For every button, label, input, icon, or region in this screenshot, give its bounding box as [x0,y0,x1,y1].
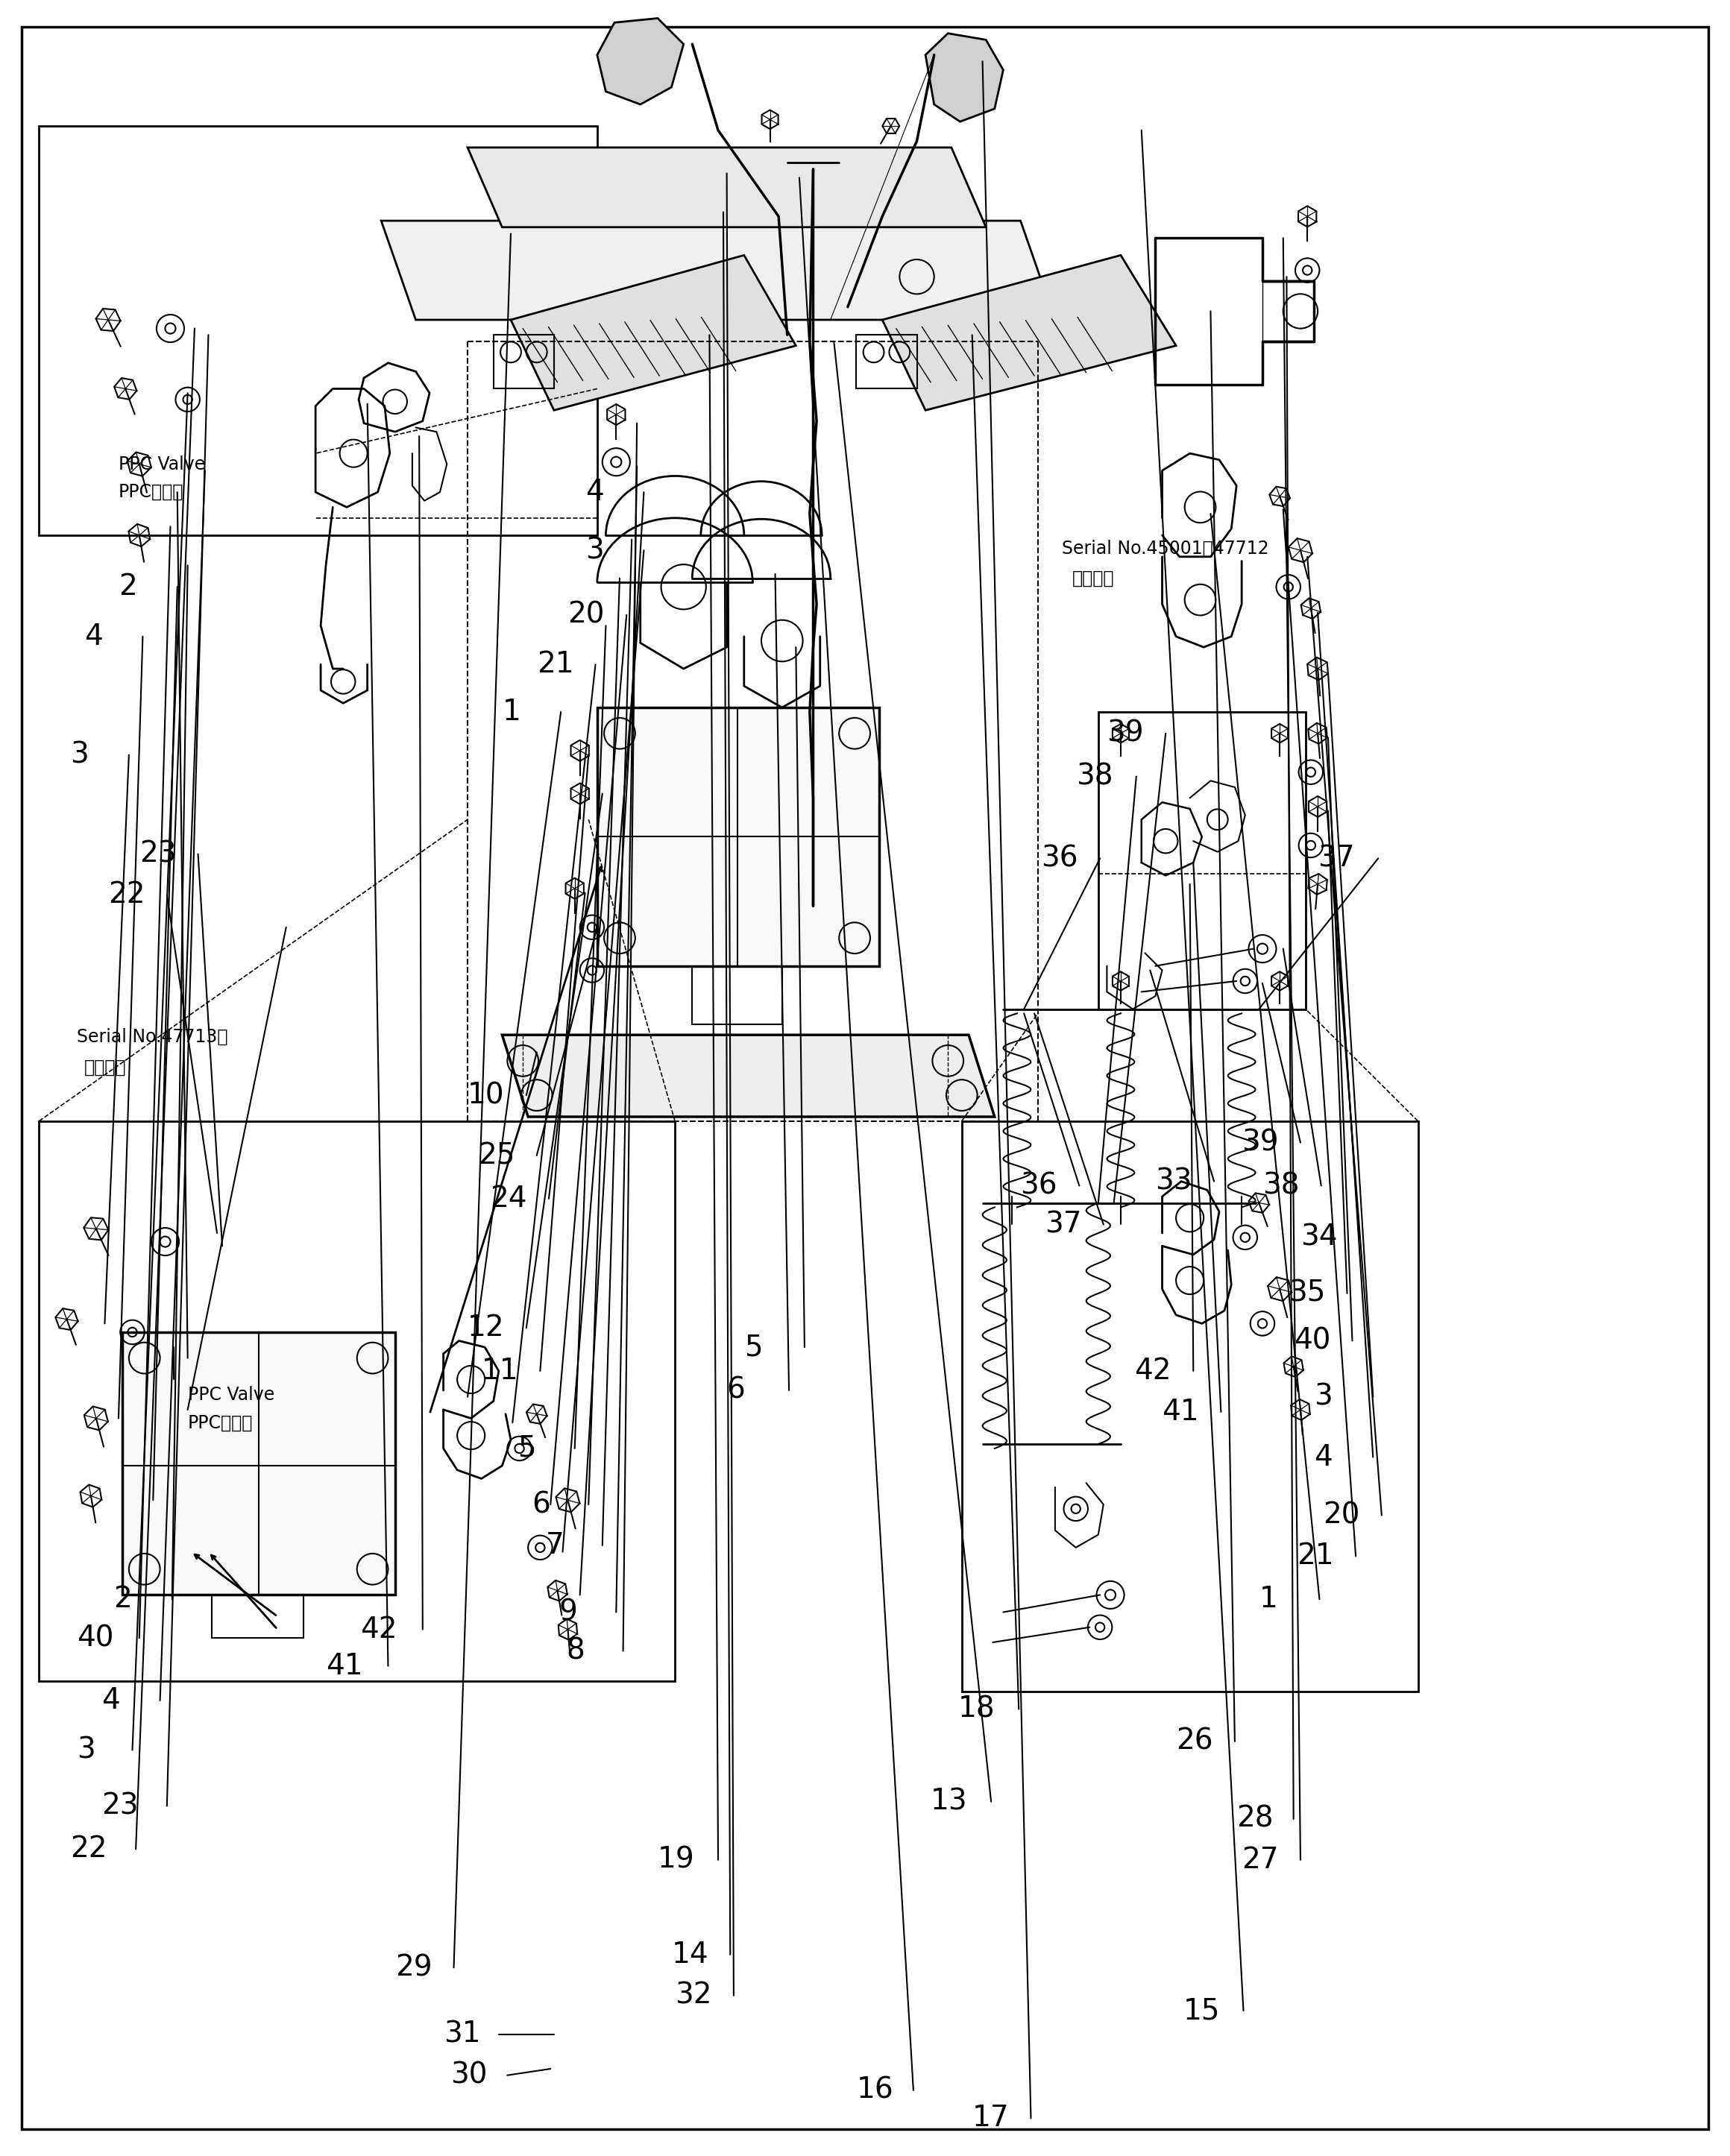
Text: 適用号機: 適用号機 [85,1059,126,1076]
Text: PPCバルブ: PPCバルブ [119,483,183,500]
Text: PPC Valve: PPC Valve [119,455,206,472]
Text: 36: 36 [1041,845,1078,873]
Polygon shape [381,220,1055,319]
Text: 3: 3 [585,537,604,565]
Text: 25: 25 [477,1141,516,1171]
Polygon shape [510,254,796,410]
Bar [792,884,834,927]
Text: 39: 39 [1107,720,1144,748]
Text: 18: 18 [958,1695,995,1723]
Bar [40,1121,675,1682]
Text: 41: 41 [1163,1397,1199,1425]
Polygon shape [926,32,1003,121]
Text: 23: 23 [102,1792,138,1820]
Text: Serial No.47713～: Serial No.47713～ [78,1028,228,1046]
Bar [40,125,597,535]
Text: 38: 38 [1263,1171,1299,1201]
Polygon shape [882,254,1176,410]
Text: Serial No.45001～47712: Serial No.45001～47712 [1062,539,1270,556]
Text: 23: 23 [140,841,176,869]
Text: 35: 35 [1289,1279,1325,1307]
Polygon shape [502,1035,995,1117]
Text: 11: 11 [481,1356,519,1384]
Text: 22: 22 [71,1835,107,1863]
Text: 4: 4 [585,479,604,507]
Bar [211,1595,303,1639]
Text: 27: 27 [1242,1846,1278,1874]
Text: 32: 32 [675,1981,711,2009]
Text: 36: 36 [1021,1171,1057,1201]
Text: 8: 8 [566,1636,585,1664]
Text: 2: 2 [114,1585,131,1613]
Text: 33: 33 [1156,1166,1192,1197]
Bar [1099,711,1306,1009]
Text: 4: 4 [85,623,102,651]
Text: 21: 21 [536,651,574,679]
Text: PPC Valve: PPC Valve [187,1386,275,1404]
Text: 15: 15 [1183,1996,1220,2024]
Bar [856,334,917,388]
Text: 10: 10 [467,1080,505,1110]
Text: 28: 28 [1237,1805,1273,1833]
Text: 42: 42 [1135,1356,1171,1384]
Text: 3: 3 [78,1736,95,1764]
Text: 30: 30 [450,2061,488,2089]
Text: 1: 1 [1259,1585,1277,1613]
Text: 21: 21 [1298,1542,1334,1570]
Text: 37: 37 [1318,845,1355,873]
Text: 37: 37 [1045,1210,1081,1240]
Text: 13: 13 [931,1787,967,1815]
Bar [597,707,879,966]
Text: 2: 2 [119,573,137,602]
Text: 22: 22 [109,882,145,910]
Text: 40: 40 [1294,1326,1330,1354]
Text: 3: 3 [71,742,88,770]
Text: 5: 5 [744,1332,763,1360]
Text: 39: 39 [1242,1128,1278,1158]
Text: 6: 6 [531,1490,550,1518]
Text: 7: 7 [545,1531,564,1559]
Text: 38: 38 [1076,763,1112,791]
Text: 29: 29 [394,1953,432,1981]
Text: 41: 41 [325,1651,363,1680]
Text: 26: 26 [1176,1727,1213,1755]
Text: 24: 24 [490,1184,528,1214]
Text: 20: 20 [567,602,606,630]
Text: 6: 6 [727,1376,746,1404]
Text: 31: 31 [443,2020,481,2048]
Text: 20: 20 [1323,1501,1360,1529]
Polygon shape [597,17,683,103]
Bar [123,1332,394,1595]
Text: 3: 3 [1315,1382,1332,1410]
Text: 9: 9 [559,1598,578,1626]
Text: 17: 17 [972,2104,1009,2132]
Text: 19: 19 [657,1846,695,1874]
Text: 12: 12 [467,1313,505,1341]
Text: 適用号機: 適用号機 [1073,569,1114,586]
Text: 14: 14 [671,1940,709,1968]
Text: 16: 16 [856,2076,893,2104]
Text: PPCバルブ: PPCバルブ [187,1414,253,1432]
Text: 34: 34 [1301,1222,1337,1250]
Text: 5: 5 [517,1434,536,1462]
Text: 4: 4 [1315,1442,1332,1470]
Bar [493,334,554,388]
Polygon shape [467,147,986,226]
Text: 40: 40 [78,1623,114,1651]
Text: 42: 42 [360,1615,398,1643]
Bar [692,966,782,1024]
Text: 1: 1 [502,699,521,727]
Text: 4: 4 [102,1686,119,1714]
Bar [962,1121,1419,1692]
